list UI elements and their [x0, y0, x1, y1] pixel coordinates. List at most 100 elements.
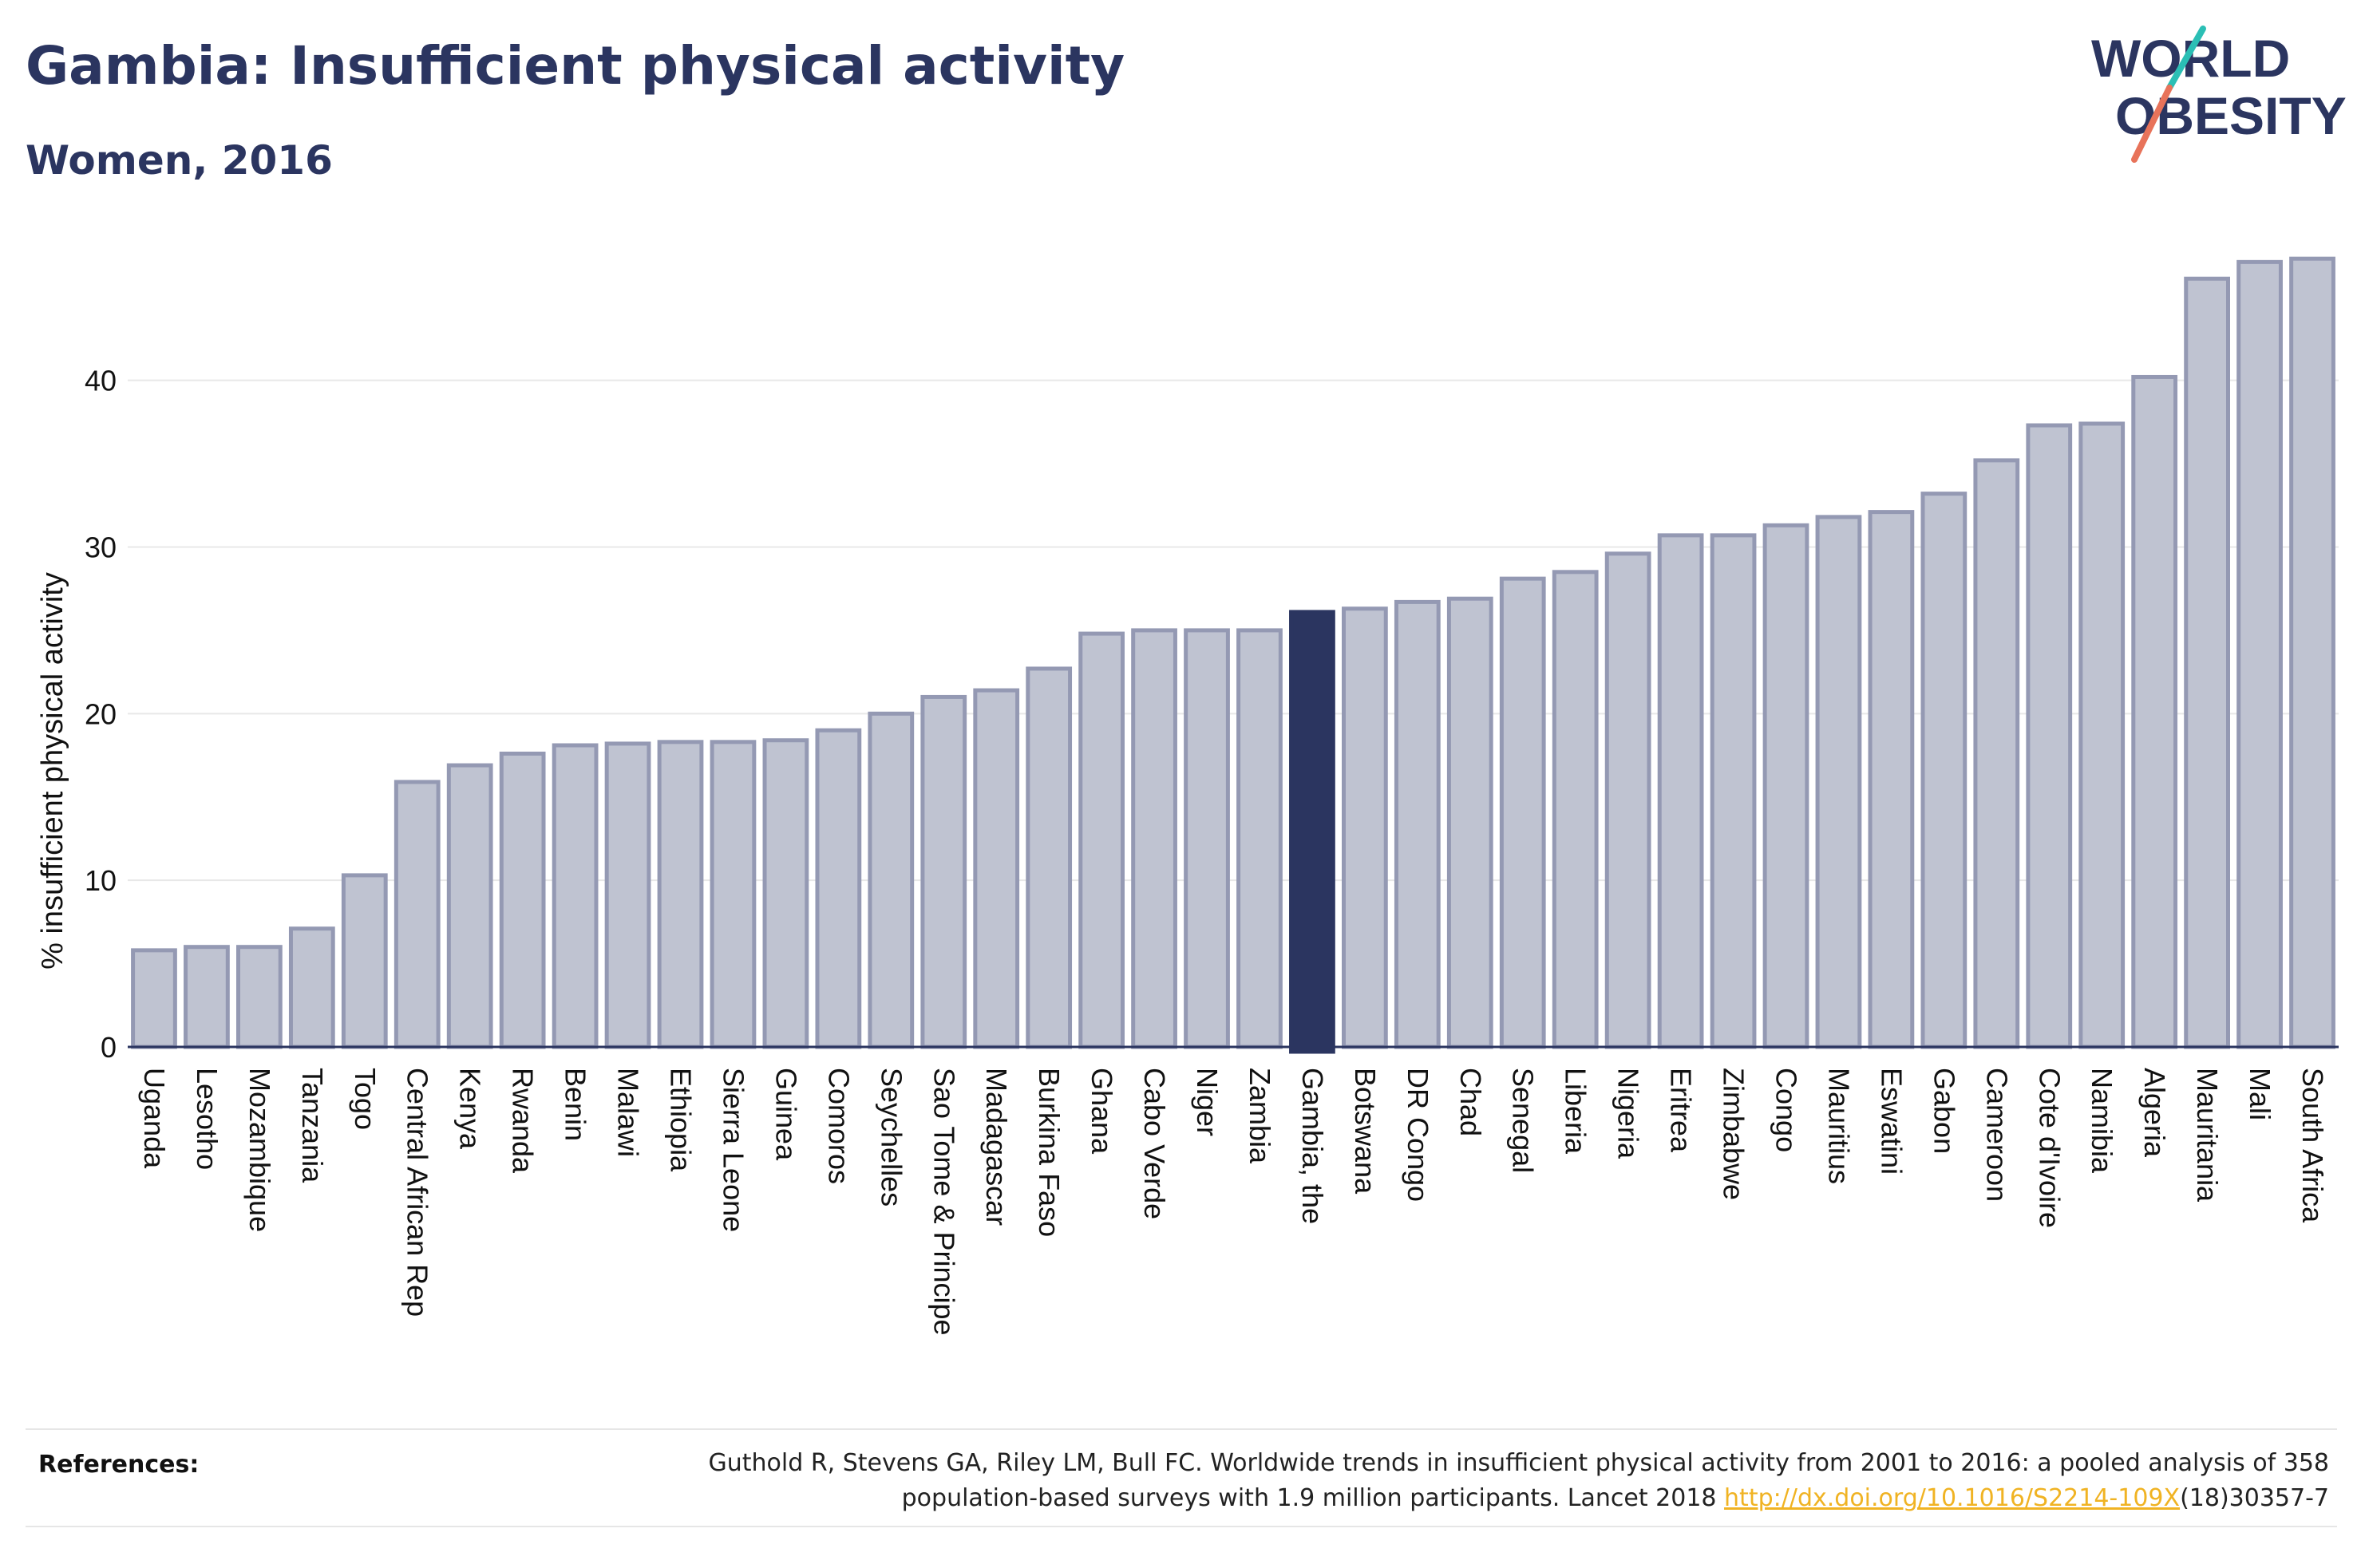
bar[interactable] [604, 741, 651, 1049]
y-axis-label: % insufficient physical activity [36, 572, 69, 970]
bar[interactable] [2236, 259, 2283, 1049]
x-tick-label: Mauritius [1822, 1068, 1855, 1184]
y-tick-label: 30 [85, 531, 117, 563]
bar[interactable] [920, 694, 967, 1049]
bar[interactable] [131, 948, 177, 1049]
x-tick-label: Eritrea [1665, 1068, 1698, 1153]
bar[interactable] [1184, 628, 1230, 1049]
bar[interactable] [2184, 276, 2230, 1049]
x-tick-label: Eswatini [1875, 1068, 1908, 1175]
x-tick-label: Zimbabwe [1718, 1068, 1750, 1200]
bar[interactable] [868, 711, 915, 1049]
x-tick-label: Niger [1191, 1068, 1224, 1136]
y-tick-label: 10 [85, 864, 117, 897]
x-tick-label: Sierra Leone [717, 1068, 749, 1232]
x-tick-label: Zambia [1244, 1068, 1276, 1164]
bar[interactable] [1973, 458, 2020, 1049]
x-tick-label: South Africa [2296, 1068, 2329, 1223]
x-tick-label: Botswana [1349, 1068, 1382, 1195]
bar[interactable] [2289, 256, 2335, 1049]
world-obesity-logo: WORLD OBESITY [2091, 26, 2347, 163]
x-tick-label: Algeria [2138, 1068, 2171, 1158]
y-tick-labels: 0 10 20 30 40 [85, 365, 117, 1064]
bar[interactable] [1920, 492, 1968, 1049]
bar[interactable] [762, 738, 809, 1049]
x-tick-label: Senegal [1507, 1068, 1540, 1173]
bar[interactable] [1078, 631, 1125, 1049]
x-tick-label: Central African Rep [401, 1068, 434, 1317]
x-tick-label: Cabo Verde [1138, 1068, 1171, 1219]
references-line-2-suffix: (18)30357-7 [2180, 1484, 2329, 1512]
references-line-2-prefix: population-based surveys with 1.9 millio… [901, 1484, 1725, 1512]
bar[interactable] [1815, 515, 1862, 1049]
x-tick-label: Tanzania [296, 1068, 329, 1183]
y-tick-label: 0 [101, 1031, 117, 1064]
bar[interactable] [341, 873, 388, 1049]
references-text: Guthold R, Stevens GA, Riley LM, Bull FC… [493, 1446, 2329, 1516]
bar[interactable] [1657, 533, 1704, 1049]
bars [131, 256, 2335, 1054]
bar[interactable] [446, 763, 493, 1049]
bar[interactable] [710, 740, 757, 1049]
x-tick-label: Lesotho [191, 1068, 223, 1170]
bar[interactable] [236, 945, 283, 1049]
y-tick-label: 40 [85, 365, 117, 397]
bar-chart: 0 10 20 30 40 Uganda Lesotho Mozambique Tanzani… [36, 256, 2339, 1336]
bar[interactable] [1236, 628, 1283, 1049]
x-tick-label: Gambia, the [1296, 1068, 1329, 1224]
bar[interactable] [184, 945, 230, 1049]
references-line-1: Guthold R, Stevens GA, Riley LM, Bull FC… [708, 1449, 2329, 1477]
x-tick-label: Mali [2244, 1068, 2276, 1120]
logo-slash-top-icon [2166, 26, 2206, 91]
x-tick-label: Nigeria [1612, 1068, 1645, 1159]
x-tick-label: Seychelles [875, 1068, 908, 1207]
x-tick-label: Gabon [1928, 1068, 1960, 1154]
x-tick-label: Madagascar [980, 1068, 1013, 1226]
bar[interactable] [1868, 510, 1915, 1049]
x-tick-label: Kenya [454, 1068, 487, 1150]
grid-lines [128, 379, 2339, 882]
chart-subtitle: Women, 2016 [26, 137, 333, 184]
bar[interactable] [2131, 374, 2178, 1049]
bar[interactable] [2078, 421, 2126, 1049]
references-bottom-divider [26, 1526, 2337, 1527]
y-tick-label: 20 [85, 697, 117, 730]
bar[interactable] [1131, 628, 1177, 1049]
bar[interactable] [1499, 576, 1546, 1049]
bar[interactable] [1394, 599, 1441, 1049]
bar[interactable] [973, 688, 1020, 1049]
bar-highlight[interactable] [1289, 610, 1335, 1054]
references-top-divider [26, 1428, 2337, 1430]
x-tick-label: Cote d'Ivoire [2033, 1068, 2066, 1228]
bar[interactable] [1762, 523, 1809, 1049]
x-tick-label: Ethiopia [665, 1068, 698, 1172]
x-tick-label: DR Congo [1402, 1068, 1434, 1202]
x-tick-label: Rwanda [507, 1068, 540, 1174]
bar[interactable] [1342, 606, 1388, 1049]
bar[interactable] [394, 780, 441, 1049]
bar[interactable] [1026, 666, 1073, 1049]
x-tick-label: Mauritania [2191, 1068, 2224, 1203]
x-tick-label: Cameroon [1980, 1068, 2013, 1202]
x-tick-label: Uganda [138, 1068, 171, 1169]
bar[interactable] [1604, 551, 1651, 1049]
bar[interactable] [1552, 570, 1599, 1049]
x-tick-label: Burkina Faso [1033, 1068, 1066, 1237]
chart-title: Gambia: Insufficient physical activity [26, 35, 1125, 97]
bar[interactable] [1446, 596, 1493, 1049]
x-tick-label: Liberia [1560, 1068, 1592, 1155]
x-tick-label: Namibia [2086, 1068, 2118, 1174]
logo-slash-bottom-icon [2131, 85, 2173, 163]
bar[interactable] [657, 740, 704, 1049]
x-tick-labels: Uganda Lesotho Mozambique Tanzania Togo Centr… [138, 1068, 2329, 1336]
bar[interactable] [1710, 533, 1757, 1049]
x-tick-label: Guinea [769, 1068, 802, 1161]
bar[interactable] [815, 728, 862, 1049]
references-doi-link[interactable]: http://dx.doi.org/10.1016/S2214-109X [1724, 1484, 2181, 1512]
x-tick-label: Sao Tome & Principe [927, 1068, 960, 1336]
bar[interactable] [552, 743, 599, 1049]
bar[interactable] [288, 926, 335, 1049]
bar[interactable] [2026, 423, 2073, 1049]
bar[interactable] [499, 751, 546, 1049]
references-label: References: [38, 1451, 200, 1479]
